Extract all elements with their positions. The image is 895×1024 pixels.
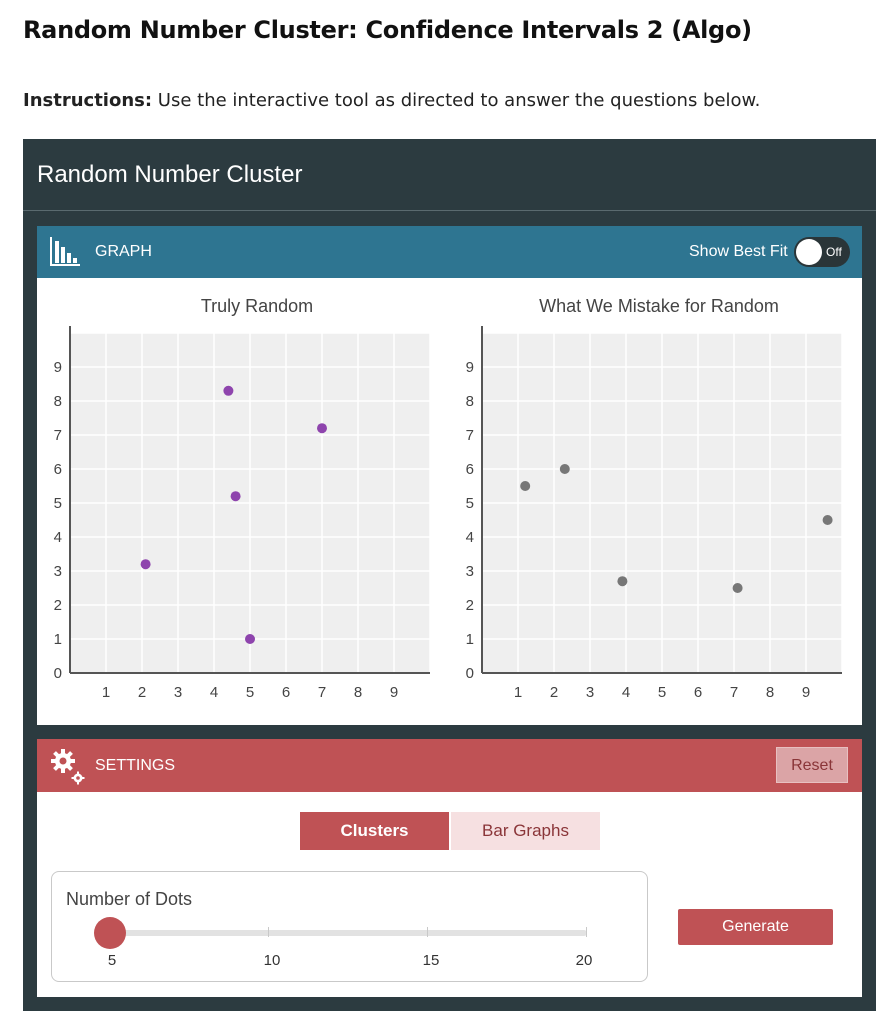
show-best-fit-label: Show Best Fit [689,243,788,260]
y-tick-label: 5 [466,495,474,512]
data-point [223,385,234,396]
instructions-bold: Instructions: [23,90,153,111]
reset-button[interactable]: Reset [776,747,848,783]
number-of-dots-control: Number of Dots 5 10 15 20 [51,871,648,982]
slider-tick [427,927,428,937]
x-tick-label: 7 [730,684,738,701]
graph-label: GRAPH [95,243,152,260]
settings-panel: SETTINGS Reset Clusters Bar Graphs Numbe… [37,739,862,997]
data-point [732,583,743,593]
random-number-cluster-widget: Random Number Cluster GRAPH Show Best Fi… [23,139,876,1011]
y-tick-label: 2 [54,597,62,614]
widget-title: Random Number Cluster [37,161,303,188]
y-tick-label: 9 [54,359,62,376]
y-tick-label: 3 [466,563,474,580]
slider-tick [268,927,269,937]
chart-title-truly-random: Truly Random [200,296,314,316]
y-tick-label: 6 [466,461,474,478]
scatter-chart-mistake-random: 0 1 2 3 4 5 6 7 8 9 1 2 3 4 5 6 7 8 9 [466,326,843,701]
widget-header: Random Number Cluster [23,139,876,211]
graph-header-bar: GRAPH Show Best Fit Off [37,226,862,278]
mode-tabs: Clusters Bar Graphs [300,812,600,850]
x-tick-label: 2 [550,684,558,701]
y-tick-label: 8 [54,393,62,410]
y-tick-label: 0 [54,665,62,682]
x-tick-label: 3 [174,684,182,701]
settings-label: SETTINGS [95,757,176,774]
slider-tick [586,927,587,937]
y-tick-label: 9 [466,359,474,376]
x-tick-label: 3 [586,684,594,701]
x-tick-label: 2 [138,684,146,701]
instructions: Instructions: Use the interactive tool a… [23,90,760,111]
instructions-text: Use the interactive tool as directed to … [152,90,761,111]
y-tick-label: 2 [466,597,474,614]
slider-tick-label: 10 [263,952,281,969]
chart-title-mistake-random: What We Mistake for Random [539,296,779,316]
data-point [140,559,151,570]
y-tick-label: 4 [54,529,62,546]
x-tick-label: 9 [802,684,810,701]
tab-bar-graphs[interactable]: Bar Graphs [451,812,600,850]
x-tick-label: 6 [282,684,290,701]
x-tick-label: 4 [622,684,630,701]
y-tick-label: 7 [466,427,474,444]
number-of-dots-label: Number of Dots [66,889,193,909]
slider-tick-label: 15 [422,952,440,969]
data-point [822,515,833,525]
data-point [559,464,570,474]
y-tick-label: 0 [466,665,474,682]
dots-slider-thumb[interactable] [94,917,126,949]
x-tick-label: 9 [390,684,398,701]
x-tick-label: 1 [514,684,522,701]
dots-slider-track[interactable] [109,930,587,936]
y-tick-label: 4 [466,529,474,546]
show-best-fit-toggle[interactable]: Off [794,237,850,267]
x-tick-label: 4 [210,684,218,701]
data-point [317,423,327,434]
tab-clusters[interactable]: Clusters [300,812,449,850]
y-tick-label: 6 [54,461,62,478]
toggle-state-label: Off [826,245,842,259]
settings-header-bar: SETTINGS Reset [37,739,862,792]
x-tick-label: 5 [246,684,254,701]
data-point [520,481,531,491]
slider-tick-label: 20 [575,952,593,969]
generate-button[interactable]: Generate [678,909,833,945]
page-title: Random Number Cluster: Confidence Interv… [23,16,752,44]
y-tick-label: 1 [466,631,474,648]
x-tick-label: 5 [658,684,666,701]
x-tick-label: 7 [318,684,326,701]
y-tick-label: 5 [54,495,62,512]
data-point [230,491,241,502]
y-tick-label: 3 [54,563,62,580]
bar-chart-icon [50,237,80,266]
x-tick-label: 1 [102,684,110,701]
gear-icon [51,749,85,785]
x-tick-label: 6 [694,684,702,701]
data-point [245,634,255,644]
data-point [617,576,628,587]
y-tick-label: 1 [54,631,62,648]
toggle-knob [796,239,822,265]
x-tick-label: 8 [766,684,774,701]
x-tick-label: 8 [354,684,362,701]
y-tick-label: 8 [466,393,474,410]
graph-panel: GRAPH Show Best Fit Off Truly Random Wha… [37,226,862,725]
scatter-chart-truly-random: 0 1 2 3 4 5 6 7 8 9 1 2 3 4 5 6 7 8 9 [54,326,431,701]
y-tick-label: 7 [54,427,62,444]
slider-tick-label: 5 [107,952,117,969]
